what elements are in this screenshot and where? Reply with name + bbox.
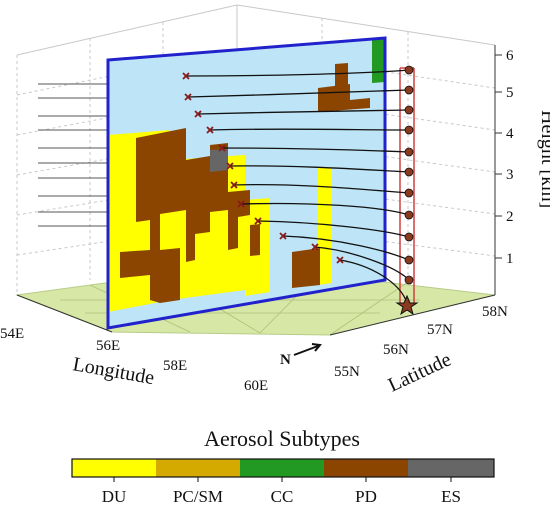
tick-lon-58: 58E [163,358,187,374]
tick-lat-55: 55N [334,364,360,380]
top-edge-left [16,4,238,56]
tick-h-6: 6 [506,48,514,64]
station-star-marker [395,294,419,316]
legend-label-du: DU [102,487,127,506]
tick-lon-56: 56E [96,338,120,354]
tick-h-3: 3 [506,167,514,183]
projection-lines [38,83,108,227]
back-trajectories [185,69,410,304]
longitude-axis-title: Longitude [71,353,156,389]
legend-labels: DU PC/SM CC PD ES [102,487,461,506]
latitude-tick-labels: 55N 56N 57N 58N [334,304,508,380]
legend-label-es: ES [441,487,461,506]
height-axis-title: Height [km] [537,110,550,208]
swatch-pd [324,459,408,477]
tick-lat-57: 57N [427,322,453,338]
height-tick-labels: 1 2 3 4 5 6 [506,48,514,267]
colorbar [71,458,495,482]
north-arrow-label: N [280,352,291,368]
swatch-es [408,459,494,477]
north-arrow: N [280,343,322,368]
aerosol-cells [108,37,385,312]
height-ticks [495,54,502,259]
legend-title: Aerosol Subtypes [204,426,360,451]
tick-lat-58: 58N [482,304,508,320]
trajectory-markers [404,65,414,285]
tick-lon-60: 60E [244,378,268,394]
trajectory-column [399,67,415,305]
tick-h-4: 4 [506,126,514,142]
tick-h-2: 2 [506,209,514,225]
longitude-axis-line-back [16,294,113,333]
swatch-pcsm [156,459,240,477]
swatch-du [72,459,156,477]
north-arrow-icon [293,343,322,356]
legend-label-pcsm: PC/SM [173,487,223,506]
tick-lat-56: 56N [383,342,409,358]
curtain-border [106,36,387,330]
curtain-section [106,36,387,330]
longitude-tick-labels: 54E 56E 58E 60E [0,326,268,394]
tick-h-5: 5 [506,85,514,101]
latitude-axis-line [329,294,496,336]
swatch-cc [240,459,324,477]
tick-h-1: 1 [506,251,514,267]
top-edge-right [236,4,496,46]
legend-label-pd: PD [355,487,377,506]
intersection-markers [182,72,344,264]
tick-lon-54: 54E [0,326,24,342]
legend-label-cc: CC [271,487,294,506]
